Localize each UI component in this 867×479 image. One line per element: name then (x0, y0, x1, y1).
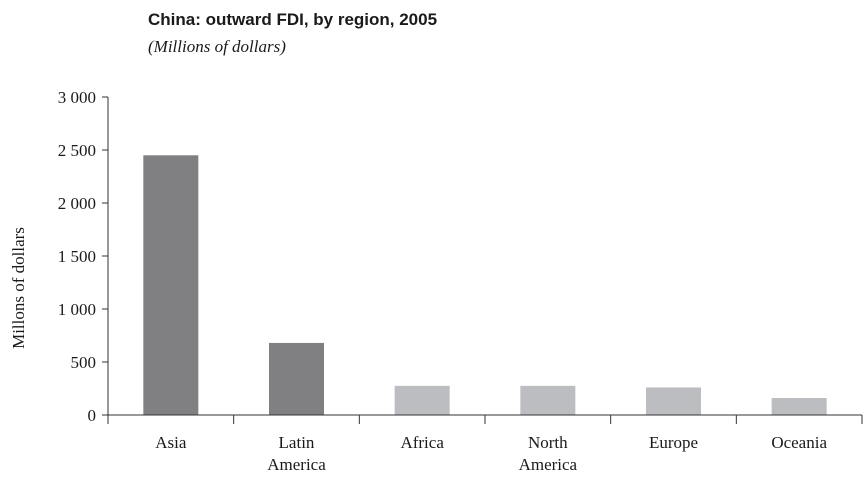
x-tick-label: Oceania (771, 433, 827, 452)
x-ticks-group: Asia Latin America Africa North America Europe… (155, 415, 863, 474)
y-tick-label: 2 500 (58, 141, 96, 160)
x-tick-label: North America (519, 433, 578, 474)
y-tick-label: 0 (88, 406, 97, 425)
bar-europe (646, 387, 701, 415)
axes-group (107, 97, 862, 424)
x-tick-label: Asia (155, 433, 187, 452)
bar-latin-america (269, 342, 324, 415)
y-tick-label: 500 (71, 353, 97, 372)
bar-north-america (520, 385, 576, 415)
y-axis-label: Millons of dollars (9, 227, 28, 349)
chart-title: China: outward FDI, by region, 2005 (148, 10, 438, 29)
y-ticks-group: 0 500 1 000 1 500 2 000 2 500 3 000 (58, 88, 108, 425)
x-tick-label: Europe (649, 433, 698, 452)
bar-asia (143, 155, 199, 416)
y-tick-label: 1 500 (58, 247, 96, 266)
bar-africa (394, 385, 450, 415)
y-tick-label: 1 000 (58, 300, 96, 319)
y-tick-label: 2 000 (58, 194, 96, 213)
bars-group (143, 155, 827, 416)
x-tick-label: Africa (400, 433, 444, 452)
chart-subtitle: (Millions of dollars) (148, 37, 286, 56)
x-tick-label: Latin America (267, 433, 326, 474)
y-tick-label: 3 000 (58, 88, 96, 107)
bar-oceania (771, 398, 827, 415)
